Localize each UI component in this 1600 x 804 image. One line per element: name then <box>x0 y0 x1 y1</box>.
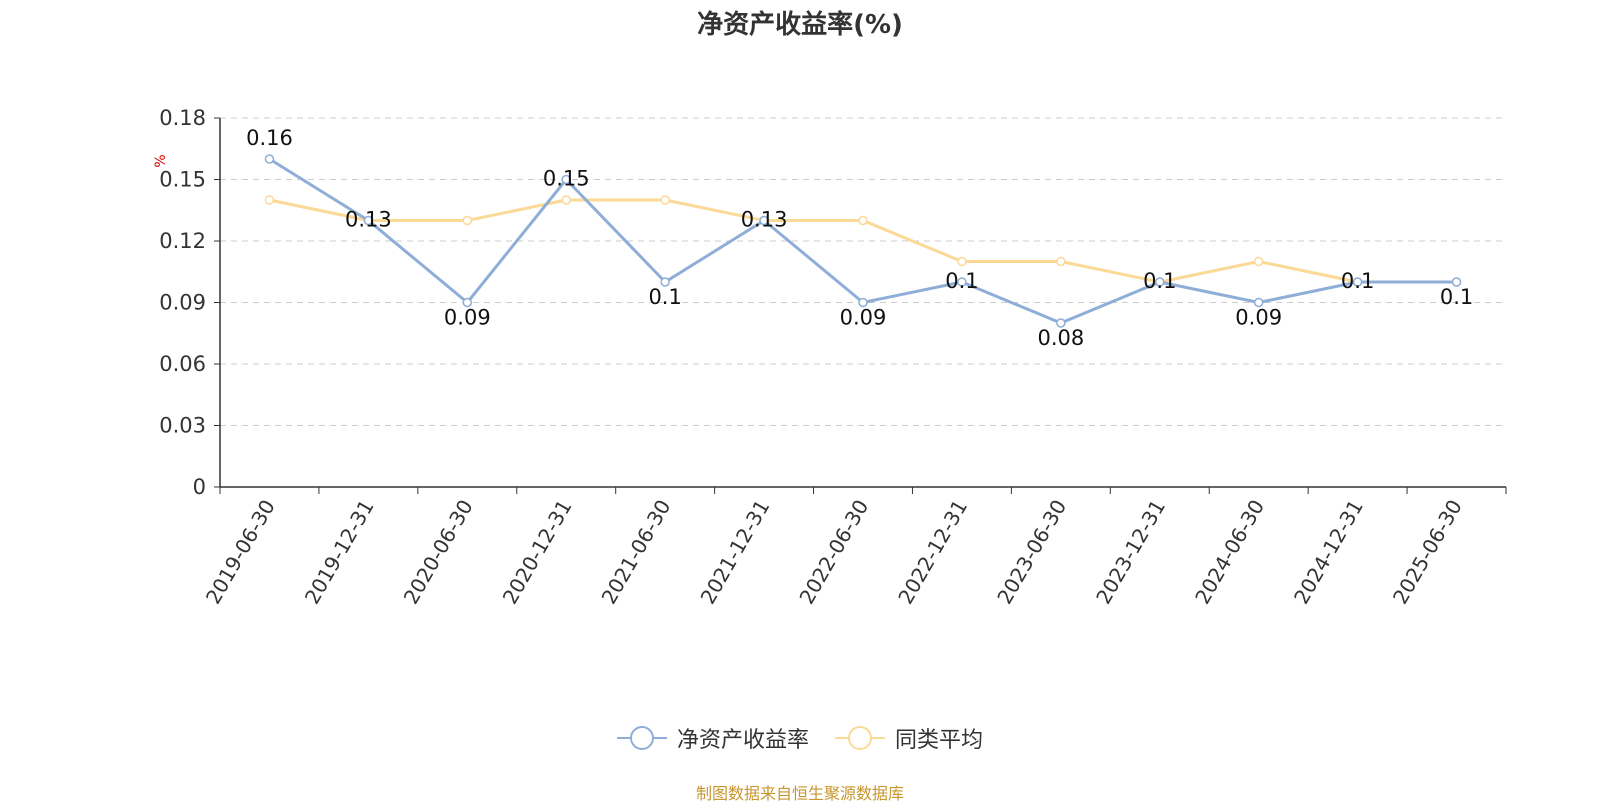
x-tick-label: 2021-12-31 <box>696 496 775 609</box>
legend-label-roe: 净资产收益率 <box>676 728 809 753</box>
legend-item-roe[interactable]: 净资产收益率 <box>616 722 809 754</box>
roe-data-point <box>462 297 473 308</box>
x-tick-label: 2023-12-31 <box>1091 496 1170 609</box>
x-tick-label: 2024-06-30 <box>1190 496 1269 609</box>
x-tick-label: 2020-06-30 <box>399 496 478 609</box>
roe-data-point <box>264 154 275 164</box>
y-tick-label: 0.06 <box>159 352 206 376</box>
y-tick-label: 0.12 <box>159 229 206 253</box>
y-tick-label: 0.15 <box>159 168 206 192</box>
roe-data-label: 0.09 <box>444 306 491 330</box>
peer-average-data-point <box>561 195 571 205</box>
roe-data-point <box>759 215 769 226</box>
roe-data-label: 0.1 <box>1341 269 1374 293</box>
legend-item-peer-average[interactable]: 同类平均 <box>835 722 983 754</box>
legend-label-peer-average: 同类平均 <box>895 728 984 753</box>
roe-data-label: 0.09 <box>1235 306 1282 330</box>
x-tick-label: 2021-06-30 <box>597 496 676 609</box>
roe-data-point <box>363 215 374 226</box>
peer-average-data-point <box>1056 256 1066 267</box>
legend: 净资产收益率 同类平均 <box>0 722 1600 754</box>
x-tick-label: 2020-12-31 <box>498 496 577 609</box>
y-axis-unit-label: % <box>153 154 169 167</box>
chart-title: 净资产收益率(%) <box>697 10 903 40</box>
roe-data-point <box>858 297 868 308</box>
roe-data-label: 0.1 <box>945 269 978 293</box>
x-tick-label: 2022-06-30 <box>794 496 873 609</box>
roe-data-point <box>1056 318 1066 328</box>
x-tick-label: 2019-06-30 <box>201 496 280 609</box>
roe-data-point <box>1155 277 1165 287</box>
peer-average-data-point <box>1253 256 1264 267</box>
x-tick-label: 2024-12-31 <box>1289 496 1368 609</box>
roe-data-label: 0.1 <box>1143 269 1176 293</box>
data-source-note: 制图数据来自恒生聚源数据库 <box>695 784 904 803</box>
roe-data-point <box>957 277 967 287</box>
roe-data-point <box>561 174 571 185</box>
roe-data-label: 0.1 <box>1440 285 1473 309</box>
legend-marker-icon <box>835 723 885 753</box>
roe-data-label: 0.13 <box>345 208 392 232</box>
x-tick-label: 2025-06-30 <box>1388 496 1467 609</box>
y-tick-label: 0 <box>193 475 206 499</box>
y-tick-label: 0.09 <box>159 291 206 315</box>
roe-data-point <box>660 277 670 287</box>
roe-data-point <box>1253 297 1264 308</box>
x-tick-label: 2023-06-30 <box>992 496 1071 609</box>
roe-data-label: 0.08 <box>1037 326 1084 350</box>
y-tick-label: 0.18 <box>159 106 206 130</box>
y-tick-label: 0.03 <box>159 414 206 438</box>
roe-data-label: 0.15 <box>543 167 590 191</box>
roe-data-label: 0.09 <box>840 306 887 330</box>
legend-marker-icon <box>616 723 667 753</box>
x-tick-label: 2019-12-31 <box>300 496 379 609</box>
roe-data-point <box>1352 277 1363 287</box>
roe-data-label: 0.1 <box>648 285 681 309</box>
peer-average-data-point <box>462 215 473 226</box>
peer-average-data-point <box>858 215 868 226</box>
peer-average-data-point <box>957 256 967 267</box>
roe-data-point <box>1451 277 1462 287</box>
roe-data-label: 0.16 <box>246 126 293 150</box>
peer-average-data-point <box>264 195 275 205</box>
roe-data-label: 0.13 <box>741 208 788 232</box>
peer-average-data-point <box>660 195 670 205</box>
x-tick-label: 2022-12-31 <box>893 496 972 609</box>
